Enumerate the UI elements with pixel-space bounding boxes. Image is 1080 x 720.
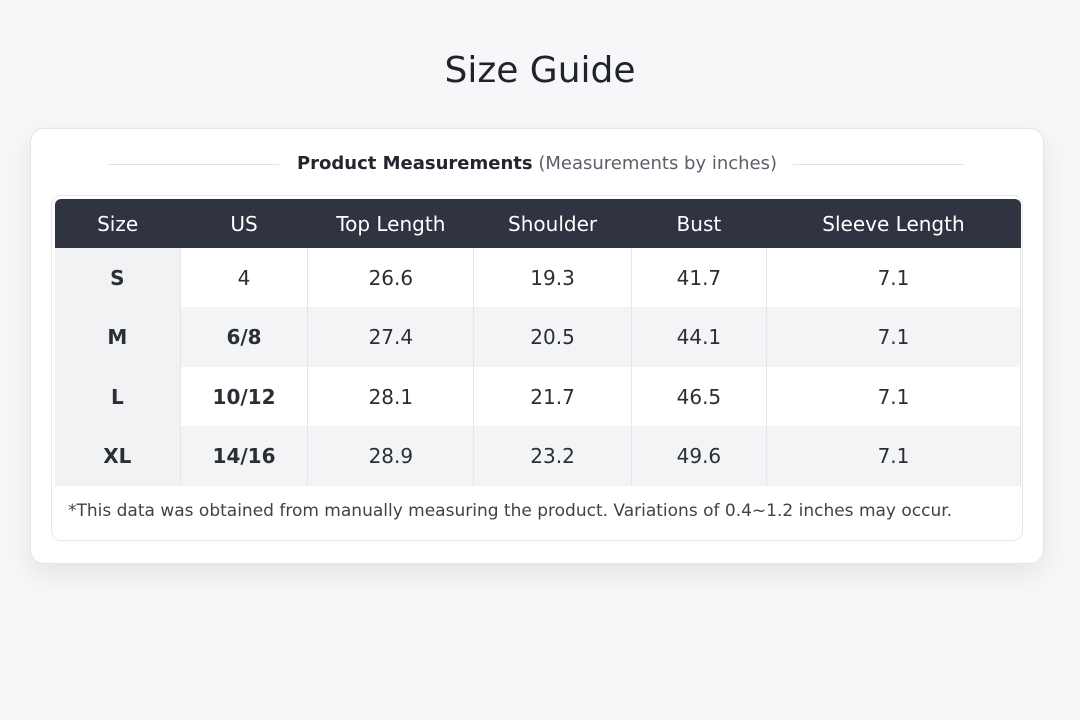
table-cell: 49.6: [631, 426, 767, 486]
table-cell: 6/8: [180, 307, 309, 367]
table-row: XL 14/16 28.9 23.2 49.6 7.1: [55, 426, 1022, 486]
subtitle: Product Measurements (Measurements by in…: [31, 153, 1043, 174]
footnote: *This data was obtained from manually me…: [68, 501, 953, 521]
table-cell: 46.5: [631, 367, 767, 426]
divider: [109, 164, 279, 165]
column-header: Sleeve Length: [766, 199, 1021, 248]
table-cell: 10/12: [180, 367, 309, 426]
table-cell: 27.4: [307, 307, 475, 367]
table-cell: 41.7: [631, 248, 767, 307]
table-cell: 21.7: [473, 367, 632, 426]
table-cell: 7.1: [766, 367, 1022, 426]
subtitle-label: Product Measurements: [296, 153, 533, 174]
table-frame: Size US Top Length Shoulder Bust Sleeve Lengt…: [51, 195, 1023, 541]
table-row: L 10/12 28.1 21.7 46.5 7.1: [55, 367, 1022, 426]
column-header: Shoulder: [473, 199, 632, 248]
table-body: S 4 26.6 19.3 41.7 7.1 M 6/8 27.4 20.5 44.1 7.1 L 10/…: [55, 248, 1022, 486]
table-cell: 19.3: [473, 248, 632, 307]
divider: [793, 164, 963, 165]
table-cell: XL: [55, 426, 181, 486]
table-cell: 23.2: [473, 426, 632, 486]
table-cell: 28.9: [307, 426, 475, 486]
table-cell: 20.5: [473, 307, 632, 367]
table-row: M 6/8 27.4 20.5 44.1 7.1: [55, 307, 1022, 367]
table-cell: 7.1: [766, 426, 1022, 486]
column-header: US: [180, 199, 308, 248]
table-cell: L: [55, 367, 181, 426]
table-cell: S: [55, 248, 181, 307]
header-row: Size US Top Length Shoulder Bust Sleeve Lengt…: [55, 199, 1021, 248]
table-cell: 4: [180, 248, 309, 307]
column-header: Size: [55, 199, 181, 248]
subtitle-note: (Measurements by inches): [538, 153, 778, 174]
table-cell: 14/16: [180, 426, 309, 486]
table-row: S 4 26.6 19.3 41.7 7.1: [55, 248, 1022, 307]
page-title: Size Guide: [444, 50, 636, 91]
table-cell: 26.6: [307, 248, 475, 307]
table-cell: 44.1: [631, 307, 767, 367]
size-table: Size US Top Length Shoulder Bust Sleeve Lengt…: [55, 199, 1022, 486]
column-header: Bust: [631, 199, 767, 248]
table-cell: 28.1: [307, 367, 475, 426]
column-header: Top Length: [307, 199, 474, 248]
table-cell: M: [55, 307, 181, 367]
table-cell: 7.1: [766, 248, 1022, 307]
table-cell: 7.1: [766, 307, 1022, 367]
size-card: Product Measurements (Measurements by in…: [30, 128, 1044, 564]
